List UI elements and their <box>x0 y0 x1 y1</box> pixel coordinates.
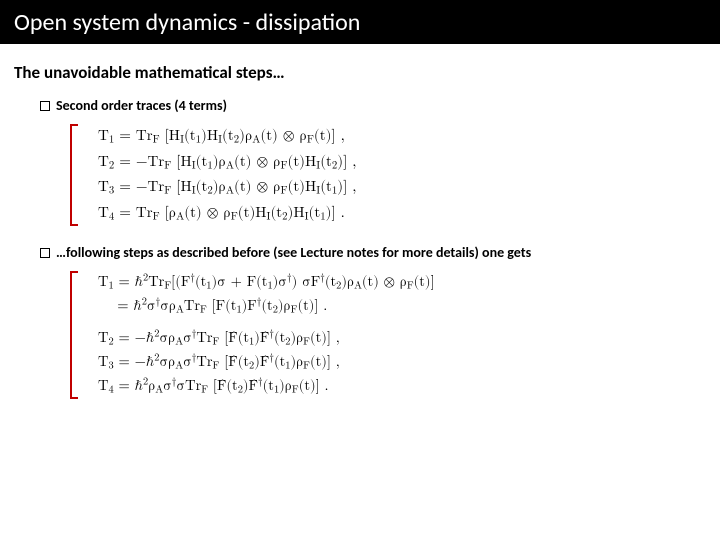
bracket-icon <box>70 124 78 226</box>
bullet-2-text: …following steps as described before (se… <box>56 244 531 261</box>
equation-line: T4 = TrF [ρA(t) ⊗ ρF(t)HI(t2)HI(t1)] . <box>98 201 720 227</box>
equation-line: T2 = −TrF [HI(t1)ρA(t) ⊗ ρF(t)HI(t2)] , <box>98 150 720 176</box>
equation-block-1: T1 = TrF [HI(t1)HI(t2)ρA(t) ⊗ ρF(t)] ,T2… <box>70 124 720 226</box>
title-bar: Open system dynamics - dissipation <box>0 0 720 44</box>
equation-lines-2: T1 = ℏ2TrF[(F†(t1)σ + F(t1)σ†) σF†(t2)ρA… <box>98 271 720 399</box>
subtitle: The unavoidable mathematical steps… <box>14 62 720 83</box>
equation-line: T3 = −ℏ2σρAσ†TrF [F̂(t2)F̂†(t1)ρF(t)] , <box>98 351 720 375</box>
bullet-box-icon <box>40 101 50 111</box>
equation-lines-1: T1 = TrF [HI(t1)HI(t2)ρA(t) ⊗ ρF(t)] ,T2… <box>98 124 720 226</box>
equation-line: T3 = −TrF [HI(t2)ρA(t) ⊗ ρF(t)HI(t1)] , <box>98 175 720 201</box>
equation-block-2: T1 = ℏ2TrF[(F†(t1)σ + F(t1)σ†) σF†(t2)ρA… <box>70 271 720 399</box>
bracket-icon <box>70 271 78 399</box>
bullet-1: Second order traces (4 terms) <box>40 97 720 114</box>
equation-line: T1 = ℏ2TrF[(F†(t1)σ + F(t1)σ†) σF†(t2)ρA… <box>98 271 720 295</box>
equation-line: T1 = TrF [HI(t1)HI(t2)ρA(t) ⊗ ρF(t)] , <box>98 124 720 150</box>
slide-title: Open system dynamics - dissipation <box>14 8 360 37</box>
equation-line: = ℏ2σ†σρATrF [F(t1)F†(t2)ρF(t)] . <box>98 295 720 319</box>
slide: Open system dynamics - dissipation The u… <box>0 0 720 540</box>
bullet-1-text: Second order traces (4 terms) <box>56 97 227 114</box>
equation-line: T4 = ℏ2ρAσ†σTrF [F̂(t2)F̂†(t1)ρF(t)] . <box>98 375 720 399</box>
bullet-box-icon <box>40 248 50 258</box>
bullet-2: …following steps as described before (se… <box>40 244 720 261</box>
equation-line: T2 = −ℏ2σρAσ†TrF [F̂(t1)F̂†(t2)ρF(t)] , <box>98 327 720 351</box>
